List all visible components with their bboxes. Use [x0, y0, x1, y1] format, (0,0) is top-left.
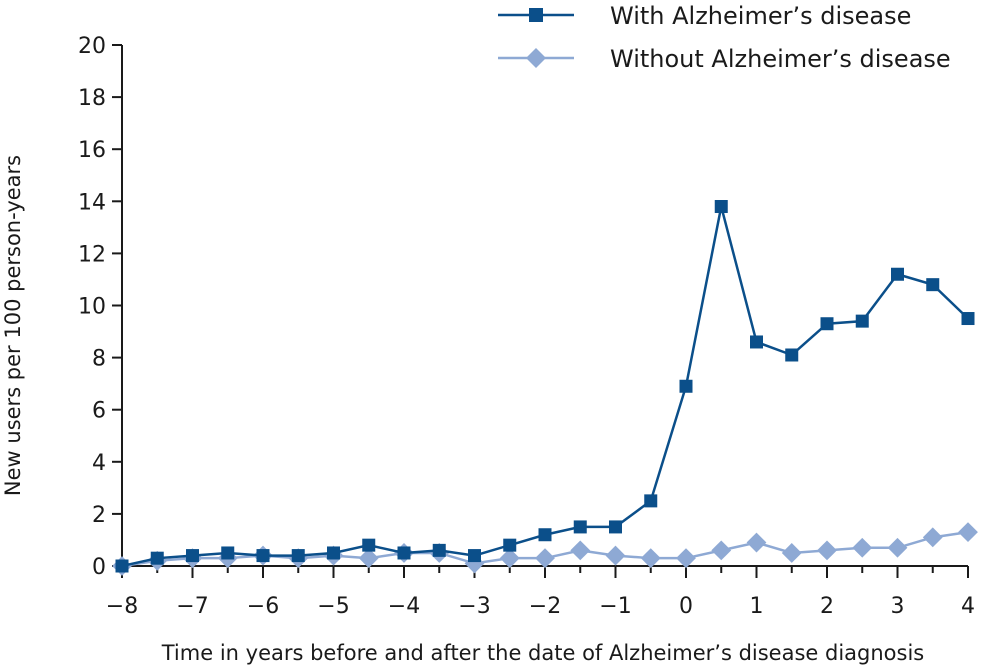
data-point-square [961, 312, 975, 326]
y-tick-label: 12 [78, 242, 106, 267]
x-tick-label: −5 [317, 594, 349, 619]
y-axis-ticks: 0 2 4 6 8 10 12 14 16 18 20 [78, 34, 122, 580]
data-point-diamond [746, 532, 767, 553]
legend: With Alzheimer’s disease Without Alzheim… [498, 2, 951, 73]
data-point-square [150, 551, 164, 565]
data-point-diamond [464, 553, 485, 574]
data-point-diamond [605, 545, 626, 566]
data-point-diamond [922, 527, 943, 548]
data-point-square [926, 278, 940, 292]
x-tick-label: −6 [247, 594, 279, 619]
x-tick-label: −2 [529, 594, 561, 619]
x-axis-ticks: −8 −7 −6 −5 −4 −3 −2 −1 0 1 2 3 4 [106, 566, 975, 619]
y-tick-label: 10 [78, 295, 106, 320]
data-point-square [432, 543, 446, 557]
data-point-square [820, 317, 834, 331]
data-point-square [327, 546, 340, 560]
x-axis-title: Time in years before and after the date … [161, 641, 925, 665]
x-tick-label: −1 [599, 594, 631, 619]
data-point-square [256, 549, 270, 563]
legend-label-with-alzheimers: With Alzheimer’s disease [610, 2, 911, 30]
y-tick-label: 14 [78, 190, 106, 215]
y-tick-label: 16 [78, 138, 106, 163]
data-point-diamond [640, 548, 661, 569]
series-with-alzheimers [115, 200, 975, 573]
legend-item-without-alzheimers: Without Alzheimer’s disease [498, 45, 951, 73]
data-point-diamond [535, 548, 555, 569]
y-tick-label: 4 [92, 451, 106, 476]
data-point-diamond [852, 537, 873, 558]
data-point-square [891, 267, 904, 281]
x-tick-label: 2 [820, 594, 834, 619]
y-tick-label: 18 [78, 86, 106, 111]
data-point-diamond [499, 548, 520, 569]
y-tick-label: 6 [92, 399, 106, 424]
data-point-diamond [711, 540, 732, 561]
data-point-square [855, 314, 869, 328]
data-point-square [714, 200, 728, 214]
data-point-square [609, 520, 622, 534]
data-point-square [397, 546, 411, 560]
data-point-diamond [781, 543, 802, 563]
data-point-diamond [570, 540, 591, 561]
data-point-square [186, 549, 199, 563]
data-point-square [115, 559, 129, 573]
data-point-square [291, 549, 305, 563]
data-point-diamond [958, 522, 978, 543]
legend-item-with-alzheimers: With Alzheimer’s disease [498, 2, 911, 30]
y-tick-label: 20 [78, 34, 106, 59]
x-tick-label: −4 [388, 594, 420, 619]
y-tick-label: 8 [92, 347, 106, 372]
x-tick-label: 4 [961, 594, 975, 619]
legend-marker-diamond [526, 48, 546, 68]
data-point-square [750, 335, 763, 349]
legend-marker-square [529, 8, 543, 22]
data-point-diamond [358, 548, 379, 569]
series-line [121, 206, 969, 568]
data-point-square [785, 348, 799, 362]
data-point-diamond [817, 540, 837, 561]
series-layer [112, 200, 978, 576]
data-point-square [573, 520, 587, 534]
x-tick-label: 1 [750, 594, 764, 619]
x-tick-label: 0 [679, 594, 693, 619]
y-axis-title: New users per 100 person-years [1, 155, 25, 496]
data-point-square [468, 549, 481, 563]
data-point-square [538, 528, 552, 542]
data-point-square [644, 494, 658, 508]
y-tick-label: 2 [92, 503, 106, 528]
y-tick-label: 0 [92, 555, 106, 580]
data-point-square [362, 538, 376, 552]
data-point-diamond [887, 537, 908, 558]
legend-label-without-alzheimers: Without Alzheimer’s disease [610, 45, 951, 73]
x-tick-label: −8 [106, 594, 138, 619]
data-point-square [221, 546, 235, 560]
x-tick-label: −3 [458, 594, 490, 619]
data-point-square [503, 538, 517, 552]
x-tick-label: −7 [176, 594, 208, 619]
data-point-square [679, 379, 693, 393]
data-point-diamond [676, 548, 696, 569]
x-tick-label: 3 [891, 594, 905, 619]
